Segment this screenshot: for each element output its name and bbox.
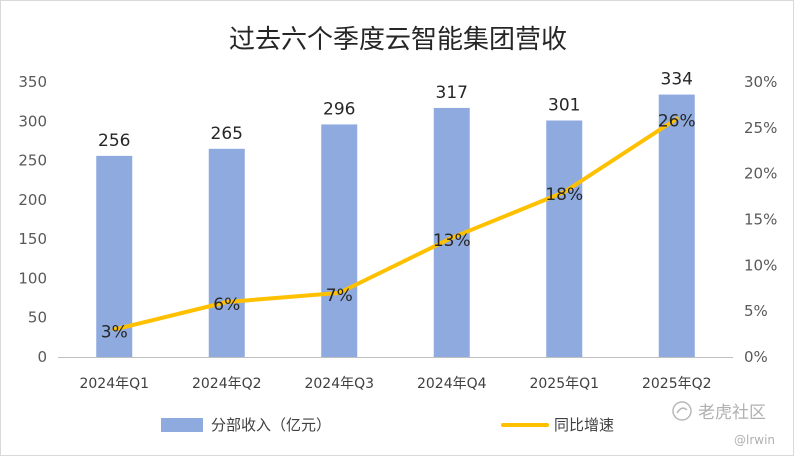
y-right-tick-label: 15% — [744, 211, 777, 229]
line-data-label: 3% — [101, 323, 128, 343]
watermark-logo-icon — [672, 401, 692, 421]
y-right-tick-label: 5% — [744, 302, 768, 320]
x-tick-label: 2024年Q4 — [417, 376, 487, 392]
x-tick-label: 2025年Q1 — [529, 376, 599, 392]
y-right-tick-label: 20% — [744, 165, 777, 183]
line-data-label: 26% — [658, 112, 696, 132]
chart-title: 过去六个季度云智能集团营收 — [229, 25, 567, 55]
x-tick-label: 2024年Q1 — [79, 376, 149, 392]
watermark: 老虎社区 @lrwin — [672, 401, 775, 447]
y-right-tick-label: 10% — [744, 256, 777, 274]
line-data-label: 13% — [433, 231, 471, 251]
y-right-tick-label: 25% — [744, 119, 777, 137]
x-tick-label: 2024年Q2 — [192, 376, 262, 392]
legend-swatch-revenue — [161, 418, 203, 432]
bar-data-label: 317 — [436, 83, 468, 103]
legend-label-revenue: 分部收入（亿元） — [211, 416, 331, 434]
bar-data-label: 301 — [548, 96, 580, 116]
watermark-text: 老虎社区 — [698, 403, 766, 423]
x-tick-label: 2024年Q3 — [304, 376, 374, 392]
bar-data-label: 296 — [323, 99, 355, 119]
legend-label-growth: 同比增速 — [554, 416, 614, 434]
y-right-tick-label: 0% — [744, 348, 768, 366]
y-left-tick-label: 50 — [28, 309, 47, 327]
y-right-tick-label: 30% — [744, 73, 777, 91]
line-data-label: 18% — [545, 185, 583, 205]
y-left-tick-label: 200 — [18, 191, 47, 209]
y-left-tick-label: 300 — [18, 112, 47, 130]
series-line-growth — [112, 116, 679, 332]
bar-data-label: 334 — [661, 70, 693, 90]
y-left-tick-label: 150 — [18, 230, 47, 248]
y-left-tick-label: 250 — [18, 152, 47, 170]
bar-data-label: 265 — [211, 124, 243, 144]
bar-data-label: 256 — [98, 131, 130, 151]
bar-revenue — [208, 148, 245, 357]
bar-revenue — [658, 94, 695, 358]
watermark-user: @lrwin — [734, 433, 775, 447]
bar-revenue — [546, 120, 583, 357]
bar-revenue — [321, 124, 358, 357]
line-data-label: 7% — [326, 286, 353, 306]
y-left-tick-label: 100 — [18, 269, 47, 287]
line-data-label: 6% — [213, 295, 240, 315]
y-left-tick-label: 0 — [37, 348, 47, 366]
bar-revenue — [96, 155, 133, 357]
y-left-tick-label: 350 — [18, 73, 47, 91]
legend: 分部收入（亿元） 同比增速 — [161, 416, 614, 434]
x-tick-label: 2025年Q2 — [642, 376, 712, 392]
